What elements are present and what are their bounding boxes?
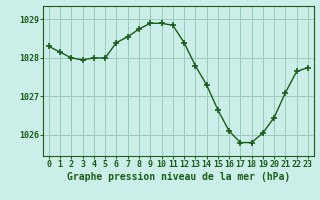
X-axis label: Graphe pression niveau de la mer (hPa): Graphe pression niveau de la mer (hPa) [67, 172, 290, 182]
